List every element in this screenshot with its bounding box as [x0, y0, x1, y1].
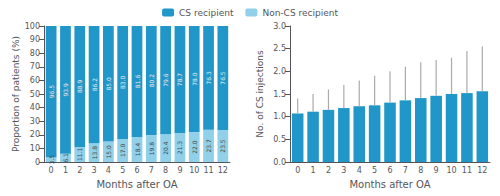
svg-text:23.7: 23.7	[205, 139, 212, 153]
svg-text:2: 2	[77, 166, 82, 175]
svg-text:13.8: 13.8	[91, 146, 98, 160]
svg-text:9: 9	[434, 166, 439, 175]
svg-text:Months after OA: Months after OA	[349, 179, 430, 190]
svg-text:78.7: 78.7	[176, 73, 183, 87]
svg-text:79.6: 79.6	[162, 73, 169, 87]
svg-text:0: 0	[295, 166, 300, 175]
svg-text:23.5: 23.5	[219, 139, 226, 153]
svg-text:3.5: 3.5	[48, 155, 55, 165]
svg-text:17.0: 17.0	[119, 144, 126, 158]
svg-text:76.5: 76.5	[219, 71, 226, 85]
svg-text:78.0: 78.0	[191, 72, 198, 86]
svg-text:50: 50	[30, 90, 40, 99]
svg-text:11.1: 11.1	[76, 148, 83, 162]
svg-text:12: 12	[477, 166, 487, 175]
svg-text:3: 3	[341, 166, 346, 175]
svg-text:100: 100	[25, 22, 40, 31]
svg-text:Proportion of patients (%): Proportion of patients (%)	[11, 36, 21, 152]
svg-text:20: 20	[30, 130, 40, 139]
svg-text:0.0: 0.0	[273, 158, 286, 167]
svg-text:15.0: 15.0	[105, 145, 112, 159]
svg-text:10: 10	[189, 166, 199, 175]
svg-text:60: 60	[30, 76, 40, 85]
svg-text:8: 8	[163, 166, 168, 175]
svg-text:30: 30	[30, 117, 40, 126]
svg-text:1: 1	[311, 166, 316, 175]
svg-text:Non-CS recipient: Non-CS recipient	[262, 8, 338, 18]
svg-text:81.6: 81.6	[134, 75, 141, 89]
svg-text:90: 90	[30, 35, 40, 44]
svg-text:4: 4	[106, 166, 111, 175]
svg-text:9: 9	[177, 166, 182, 175]
svg-text:80.2: 80.2	[148, 74, 155, 88]
svg-text:No. of CS injections: No. of CS injections	[255, 50, 265, 138]
svg-text:11: 11	[203, 166, 213, 175]
svg-text:93.9: 93.9	[62, 83, 69, 97]
svg-text:1.0: 1.0	[273, 112, 286, 121]
svg-text:0: 0	[35, 158, 40, 167]
svg-text:CS recipient: CS recipient	[179, 8, 234, 18]
svg-text:5: 5	[372, 166, 377, 175]
svg-text:8: 8	[418, 166, 423, 175]
svg-text:20.4: 20.4	[162, 141, 169, 155]
svg-text:1.5: 1.5	[273, 90, 286, 99]
svg-text:10: 10	[30, 144, 40, 153]
svg-text:86.2: 86.2	[91, 78, 98, 92]
svg-text:12: 12	[218, 166, 228, 175]
svg-text:6: 6	[387, 166, 392, 175]
svg-text:21.3: 21.3	[176, 141, 183, 155]
svg-text:83.0: 83.0	[119, 76, 126, 90]
svg-text:80: 80	[30, 49, 40, 58]
svg-text:76.3: 76.3	[205, 71, 212, 85]
svg-text:0.5: 0.5	[273, 135, 286, 144]
svg-text:96.5: 96.5	[48, 85, 55, 99]
svg-text:2.0: 2.0	[273, 67, 286, 76]
svg-text:11: 11	[462, 166, 472, 175]
svg-text:10: 10	[446, 166, 456, 175]
svg-text:3: 3	[92, 166, 97, 175]
svg-text:22.0: 22.0	[191, 140, 198, 154]
svg-text:0: 0	[49, 166, 54, 175]
svg-text:7: 7	[149, 166, 154, 175]
svg-text:6.1: 6.1	[62, 153, 69, 163]
svg-text:Months after OA: Months after OA	[96, 179, 177, 190]
svg-text:70: 70	[30, 62, 40, 71]
svg-text:4: 4	[357, 166, 362, 175]
svg-text:19.8: 19.8	[148, 142, 155, 156]
svg-text:3.0: 3.0	[273, 22, 286, 31]
svg-text:2.5: 2.5	[273, 44, 286, 53]
svg-text:40: 40	[30, 103, 40, 112]
svg-text:5: 5	[120, 166, 125, 175]
svg-text:18.4: 18.4	[134, 143, 141, 157]
svg-text:85.0: 85.0	[105, 77, 112, 91]
svg-text:88.9: 88.9	[76, 80, 83, 94]
svg-text:1: 1	[63, 166, 68, 175]
svg-text:7: 7	[403, 166, 408, 175]
svg-text:2: 2	[326, 166, 331, 175]
svg-text:6: 6	[134, 166, 139, 175]
